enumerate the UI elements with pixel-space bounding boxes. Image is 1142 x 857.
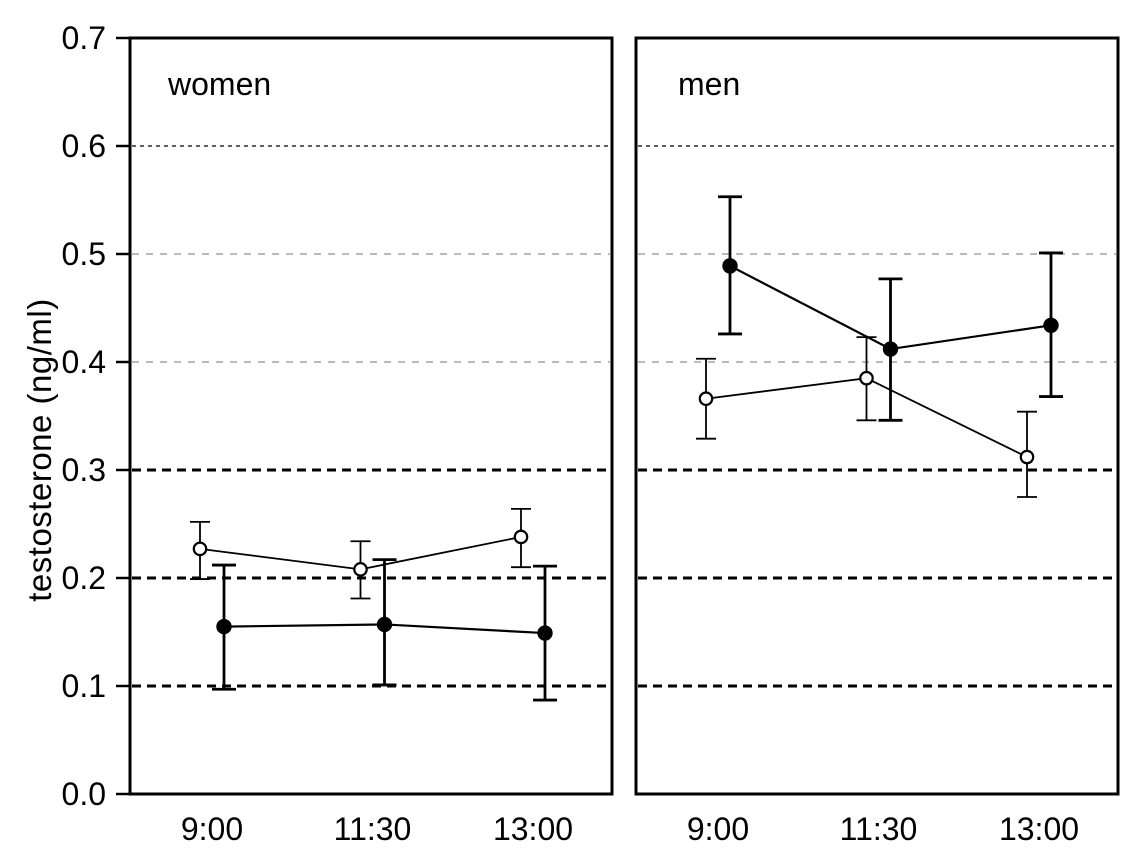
data-point-filled-circle (216, 618, 232, 635)
panel-border-men (634, 36, 1120, 796)
data-point-filled-circle (376, 616, 393, 633)
x-tick-label: 13:00 (493, 811, 573, 847)
x-tick-label: 11:30 (334, 811, 412, 847)
data-point-open-circle (353, 562, 368, 577)
y-tick-label: 0.3 (62, 452, 106, 488)
data-point-open-circle (513, 529, 529, 545)
x-tick-label: 9:00 (687, 811, 749, 847)
data-point-open-circle (859, 370, 874, 386)
x-tick-label: 11:30 (840, 811, 918, 847)
data-point-open-circle (1019, 449, 1035, 465)
x-tick-label: 13:00 (999, 811, 1079, 847)
panel-border-women (128, 36, 614, 796)
y-tick-label: 0.7 (62, 20, 106, 56)
y-tick-label: 0.0 (62, 776, 106, 812)
data-point-filled-circle (1043, 317, 1059, 333)
y-tick-label: 0.4 (62, 344, 106, 380)
y-tick-label: 0.6 (62, 128, 106, 164)
y-tick-label: 0.5 (62, 236, 106, 272)
y-tick-label: 0.1 (62, 668, 106, 704)
x-tick-label: 9:00 (181, 811, 243, 847)
data-point-filled-circle (882, 341, 899, 357)
data-point-filled-circle (722, 258, 738, 274)
y-tick-label: 0.2 (62, 560, 106, 596)
panel-label-men: men (678, 66, 741, 102)
data-point-filled-circle (537, 625, 553, 641)
data-point-open-circle (698, 391, 714, 407)
data-point-open-circle (192, 541, 208, 557)
panel-label-women: women (168, 66, 272, 102)
